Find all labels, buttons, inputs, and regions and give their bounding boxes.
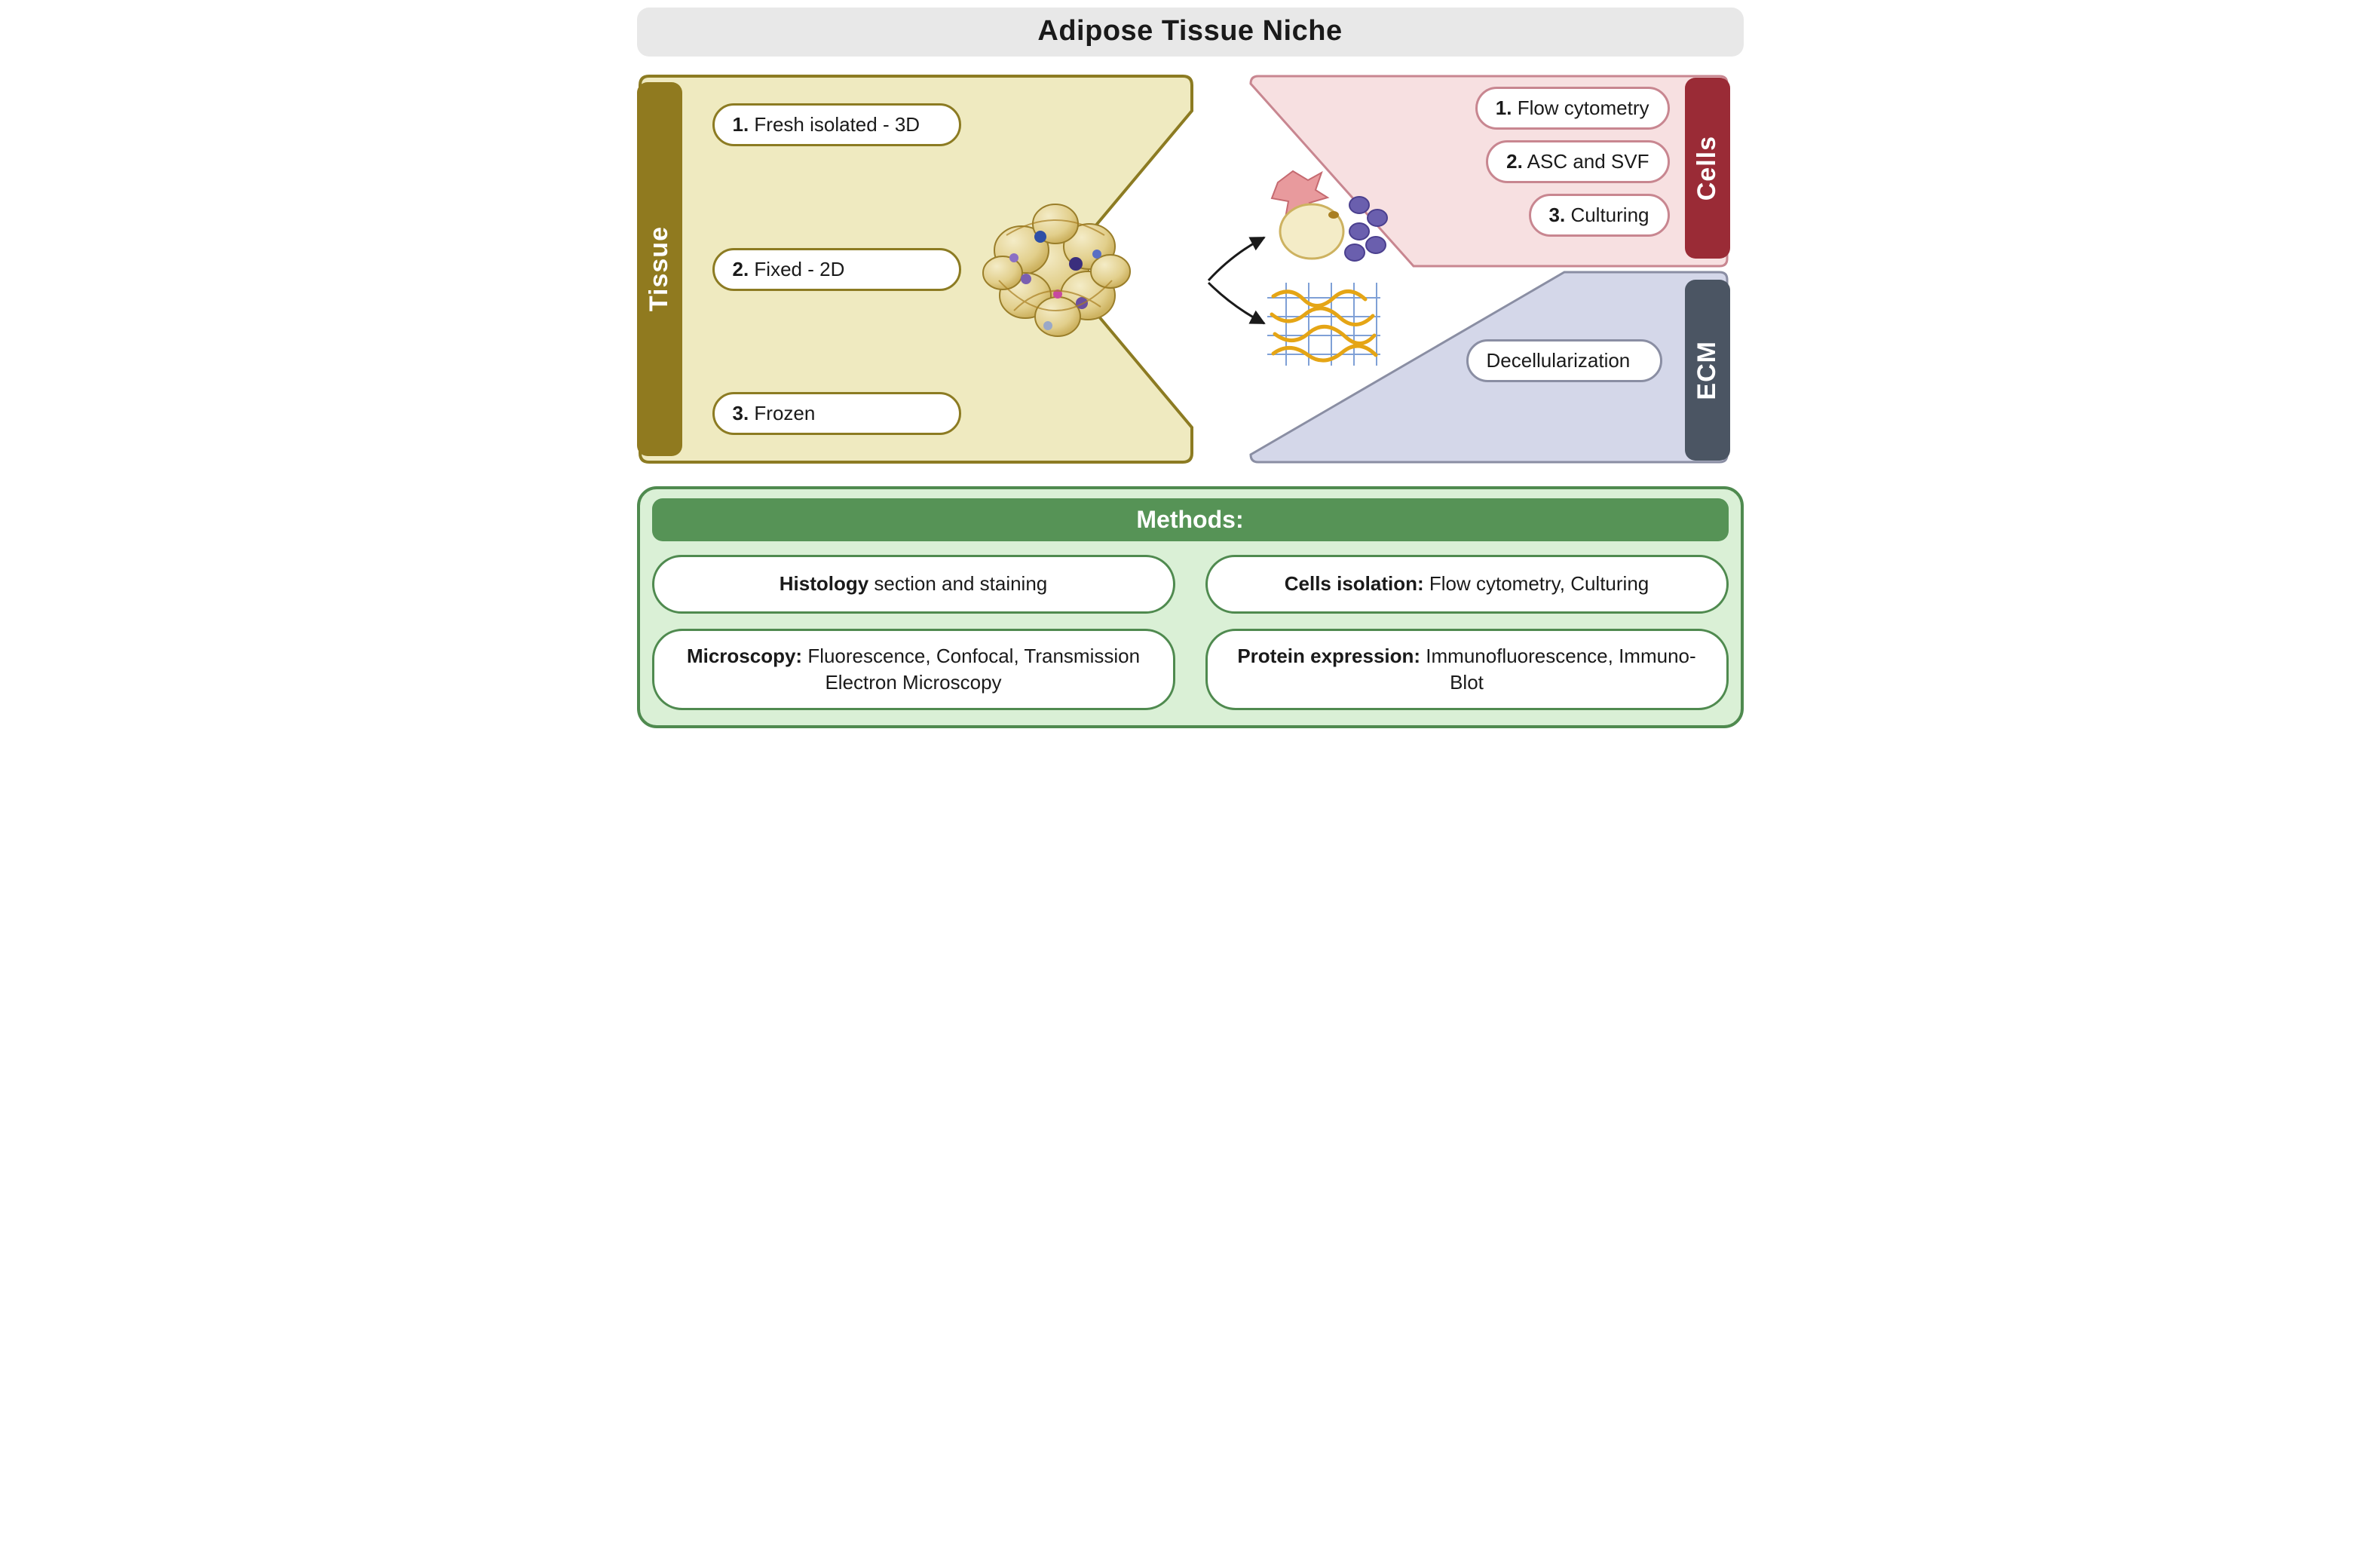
item-label: ASC and SVF	[1527, 150, 1649, 173]
cells-item: 3. Culturing	[1529, 194, 1670, 237]
item-number: 2.	[1506, 150, 1523, 173]
tissue-panel: Tissue 1. Fresh isolated - 3D 2. Fixed -…	[637, 73, 1195, 465]
adipose-cluster-icon	[969, 182, 1142, 356]
tissue-item: 1. Fresh isolated - 3D	[712, 103, 961, 146]
tissue-tab-label: Tissue	[645, 226, 674, 311]
mixed-cells-icon	[1263, 164, 1391, 269]
item-number: 2.	[733, 258, 749, 280]
item-number: 1.	[1496, 96, 1512, 119]
method-bold: Histology	[780, 572, 868, 595]
method-item: Microscopy: Fluorescence, Confocal, Tran…	[652, 629, 1175, 710]
method-bold: Cells isolation:	[1285, 572, 1424, 595]
methods-grid: Histology section and staining Cells iso…	[652, 555, 1729, 710]
item-label: Culturing	[1570, 204, 1649, 226]
item-number: 3.	[733, 402, 749, 424]
item-number: 1.	[733, 113, 749, 136]
method-item: Cells isolation: Flow cytometry, Culturi…	[1205, 555, 1729, 614]
method-rest: Fluorescence, Confocal, Transmission Ele…	[802, 645, 1140, 694]
ecm-tab-label: ECM	[1692, 341, 1722, 400]
item-label: Flow cytometry	[1518, 96, 1649, 119]
method-rest: Flow cytometry, Culturing	[1424, 572, 1649, 595]
ecm-fibers-icon	[1267, 283, 1380, 366]
item-label: Decellularization	[1487, 349, 1631, 372]
methods-box: Methods: Histology section and staining …	[637, 486, 1744, 728]
method-rest: Immunofluorescence, Immuno-Blot	[1420, 645, 1696, 694]
main-row: Tissue 1. Fresh isolated - 3D 2. Fixed -…	[637, 73, 1744, 465]
page-title: Adipose Tissue Niche	[637, 8, 1744, 57]
method-bold: Microscopy:	[687, 645, 802, 667]
item-number: 3.	[1549, 204, 1566, 226]
ecm-tab: ECM	[1685, 280, 1730, 461]
item-label: Fixed - 2D	[754, 258, 844, 280]
method-bold: Protein expression:	[1237, 645, 1420, 667]
tissue-item: 2. Fixed - 2D	[712, 248, 961, 291]
methods-header: Methods:	[652, 498, 1729, 541]
cells-item: 1. Flow cytometry	[1475, 87, 1670, 130]
cells-tab: Cells	[1685, 78, 1730, 259]
ecm-item: Decellularization	[1466, 339, 1662, 382]
method-item: Protein expression: Immunofluorescence, …	[1205, 629, 1729, 710]
tissue-item: 3. Frozen	[712, 392, 961, 435]
cells-items: 1. Flow cytometry 2. ASC and SVF 3. Cult…	[1475, 87, 1670, 237]
item-label: Fresh isolated - 3D	[754, 113, 920, 136]
tissue-items: 1. Fresh isolated - 3D 2. Fixed - 2D 3. …	[712, 103, 961, 435]
cells-tab-label: Cells	[1692, 136, 1722, 201]
method-rest: section and staining	[868, 572, 1047, 595]
ecm-items: Decellularization	[1466, 339, 1662, 382]
method-item: Histology section and staining	[652, 555, 1175, 614]
infographic-stage: Adipose Tissue Niche Tissue 1. Fresh iso…	[626, 0, 1754, 743]
right-column: Cells ECM 1. Flow cytometry 2. ASC and S…	[1248, 73, 1730, 465]
tissue-tab: Tissue	[637, 82, 682, 456]
cells-item: 2. ASC and SVF	[1486, 140, 1669, 183]
item-label: Frozen	[754, 402, 815, 424]
